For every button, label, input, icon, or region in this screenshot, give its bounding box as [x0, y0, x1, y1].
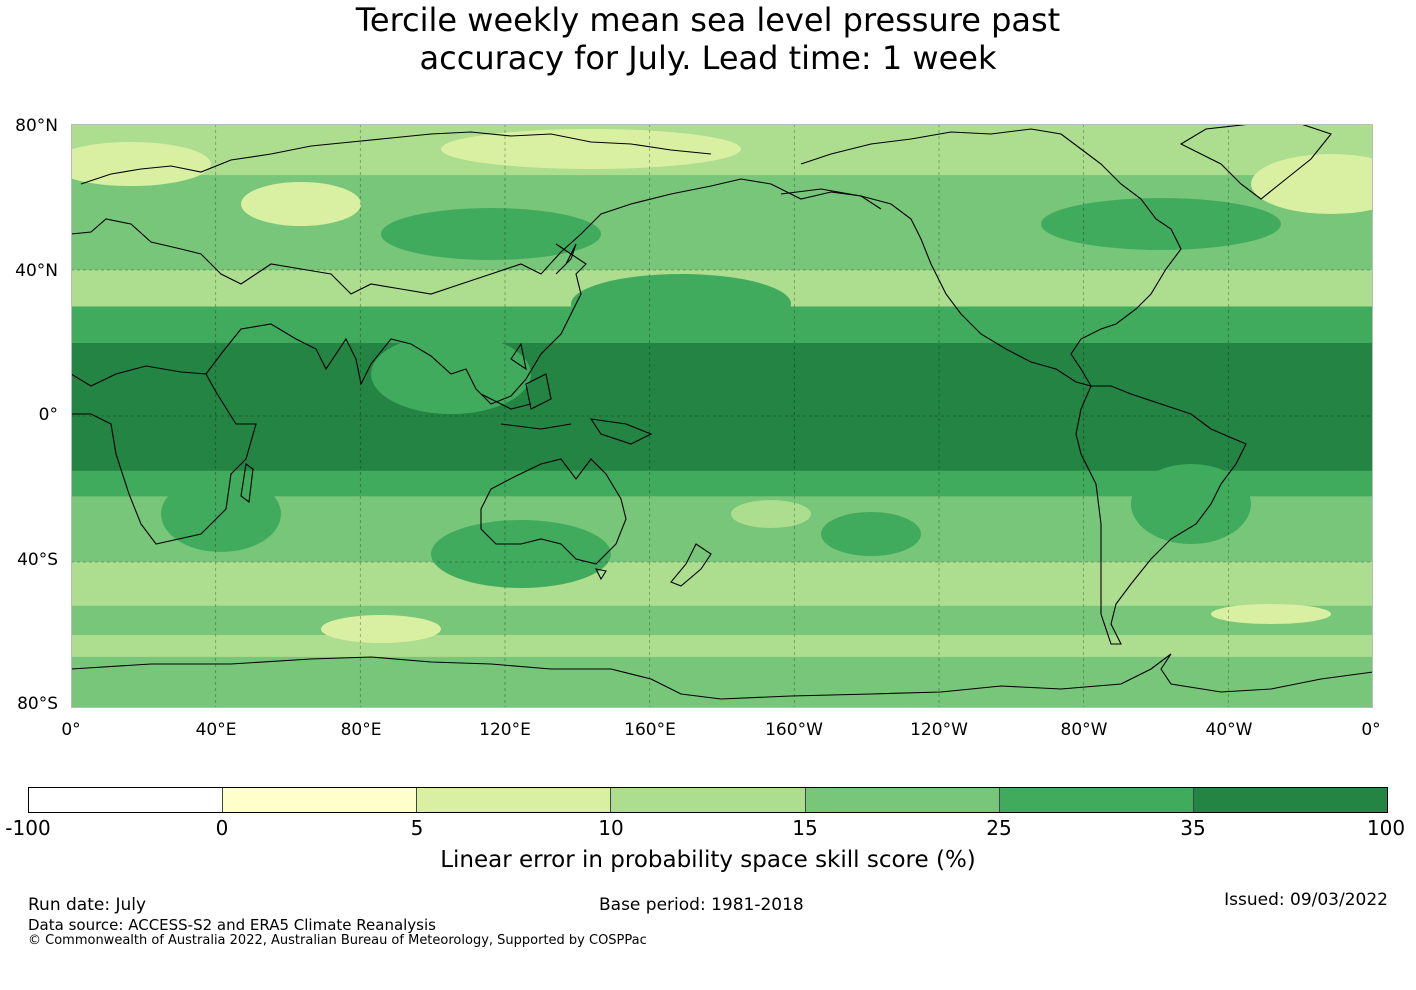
colorbar-segment [611, 788, 806, 812]
lat-label-0: 0° [38, 405, 58, 425]
skill-band [71, 605, 1373, 636]
patch-southern-ocean [321, 615, 441, 643]
coast-new-zealand [670, 543, 712, 587]
colorbar-label: Linear error in probability space skill … [440, 847, 976, 873]
coast-tasmania [595, 568, 607, 581]
coastlines [71, 124, 1373, 700]
coast-java [500, 423, 572, 430]
patch-west-pacific [571, 274, 791, 334]
colorbar-tick: -100 [5, 816, 51, 840]
lon-label-80e: 80°E [340, 720, 382, 740]
coast-australia [480, 458, 627, 565]
colorbar-segment [999, 788, 1194, 812]
coast-sumatra [480, 393, 532, 410]
map-canvas [71, 124, 1373, 708]
skill-score-map[interactable] [71, 124, 1373, 708]
patch-central-asia [381, 208, 601, 260]
graticule [71, 124, 1373, 708]
patch-south-atlantic [1211, 604, 1331, 624]
copyright: © Commonwealth of Australia 2022, Austra… [28, 933, 647, 948]
coast-philippines [510, 342, 527, 371]
coast-south-america [1075, 385, 1247, 645]
lon-label-120w: 120°W [910, 720, 968, 740]
lon-label-160w: 160°W [765, 720, 823, 740]
colorbar-tick: 15 [792, 816, 818, 840]
colorbar-tick: 35 [1180, 816, 1206, 840]
colorbar [28, 787, 1388, 813]
skill-bands [71, 124, 1373, 708]
lon-label-40e: 40°E [195, 720, 237, 740]
colorbar-tick: 0 [215, 816, 229, 840]
coast-new-guinea [589, 418, 653, 445]
coast-japan [555, 243, 577, 275]
patch-south-pacific-2 [821, 512, 921, 556]
coast-arctic-eurasia [80, 131, 712, 185]
lon-label-160e: 160°E [624, 720, 676, 740]
skill-band [71, 343, 1373, 472]
patch-scandinavia [241, 182, 361, 226]
base-period: Base period: 1981-2018 [599, 895, 804, 915]
skill-band [71, 635, 1373, 658]
lat-label-40s: 40°S [17, 550, 58, 570]
colorbar-tick: 25 [986, 816, 1012, 840]
lon-label-40w: 40°W [1205, 720, 1253, 740]
lon-label-0: 0° [61, 720, 81, 740]
issued-date: Issued: 09/03/2022 [1224, 890, 1388, 910]
patch-south-pacific [731, 500, 811, 528]
colorbar-tick: 10 [598, 816, 624, 840]
coast-south-asia [205, 243, 587, 405]
title-line-1: Tercile weekly mean sea level pressure p… [355, 1, 1061, 39]
colorbar-segment [417, 788, 612, 812]
lon-label-80w: 80°W [1060, 720, 1108, 740]
colorbar-segment [1193, 788, 1387, 812]
coast-borneo [525, 373, 552, 410]
lon-label-0-east: 0° [1361, 720, 1381, 740]
map-frame [71, 124, 1373, 708]
coast-north-eurasia [71, 178, 882, 295]
lat-label-40n: 40°N [15, 261, 58, 281]
coast-madagascar [240, 463, 254, 504]
title-line-2: accuracy for July. Lead time: 1 week [419, 39, 997, 77]
run-date: Run date: July [28, 895, 147, 915]
patch-siberia [441, 129, 741, 169]
coast-africa [71, 365, 257, 545]
lon-label-120e: 120°E [479, 720, 531, 740]
colorbar-tick: 5 [410, 816, 424, 840]
skill-band [71, 562, 1373, 607]
patch-north-america [1041, 198, 1281, 250]
colorbar-tick: 100 [1366, 816, 1406, 840]
colorbar-segment [29, 788, 224, 812]
patch-australia [431, 520, 611, 588]
lat-label-80n: 80°N [15, 116, 58, 136]
patch-greenland [1251, 154, 1373, 214]
colorbar-segment [223, 788, 418, 812]
patch-south-america [1131, 464, 1251, 544]
chart-title: Tercile weekly mean sea level pressure p… [0, 0, 1416, 77]
skill-patches [71, 129, 1373, 708]
colorbar-segment [805, 788, 1000, 812]
coast-antarctica [71, 653, 1373, 700]
patch-north-atlantic [71, 142, 211, 186]
lat-label-80s: 80°S [17, 694, 58, 714]
coast-north-america [780, 128, 1182, 387]
patch-antarctica [511, 660, 1031, 708]
data-source: Data source: ACCESS-S2 and ERA5 Climate … [28, 916, 436, 934]
